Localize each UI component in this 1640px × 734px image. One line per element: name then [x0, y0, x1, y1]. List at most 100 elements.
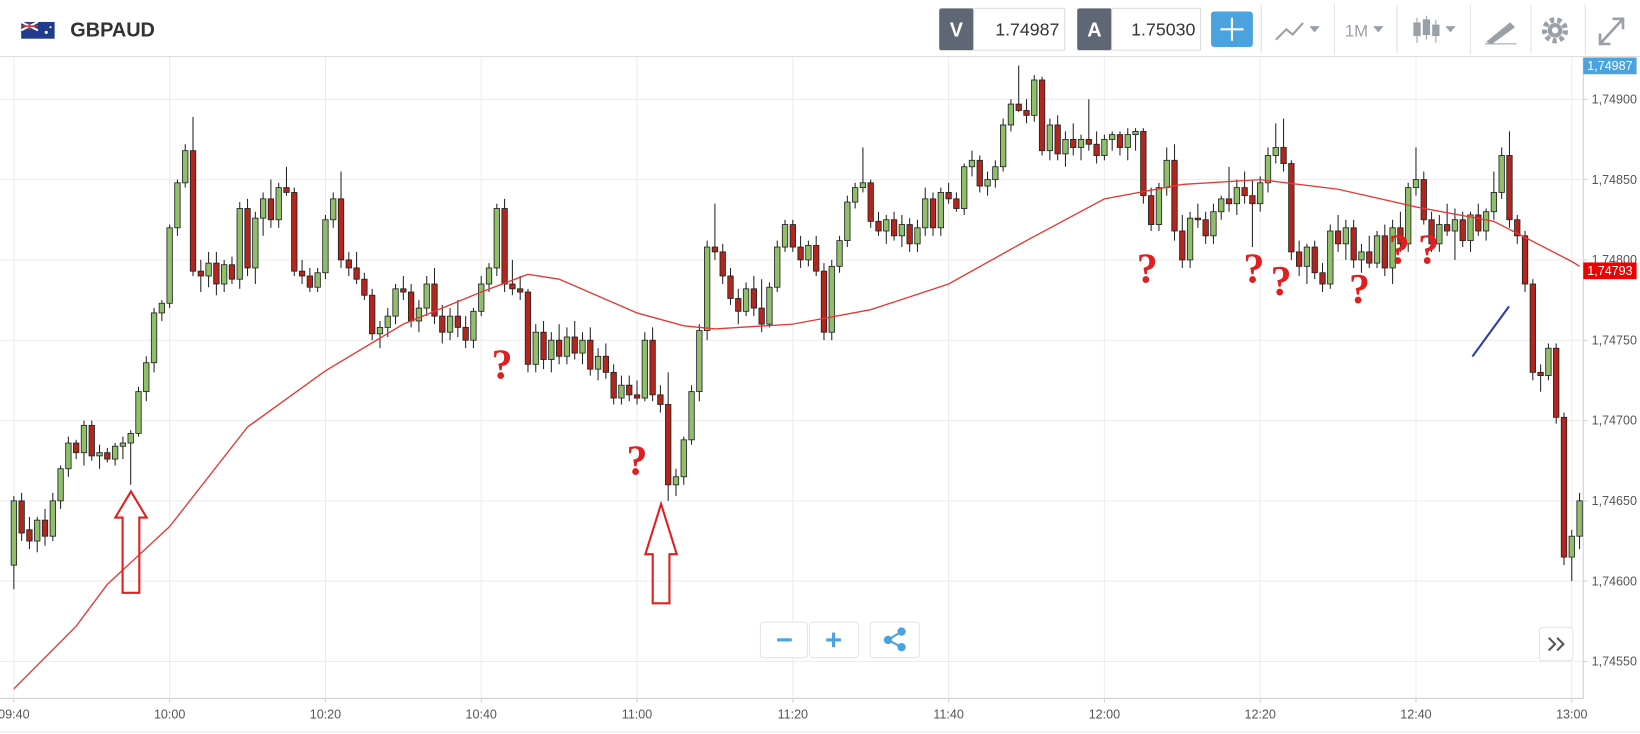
candle-body [1218, 198, 1225, 213]
candle-body [1568, 535, 1575, 558]
candle-body [1350, 227, 1357, 261]
candle-body [205, 262, 212, 277]
candle-body [330, 198, 337, 221]
candle-body [1264, 155, 1272, 184]
sell-label: V [950, 20, 964, 42]
candle-body [844, 201, 851, 242]
candle-body [174, 182, 181, 229]
candle-body [26, 529, 33, 542]
annotation: ? [1243, 246, 1264, 292]
candle-body [672, 476, 680, 486]
candle-body [1179, 230, 1186, 261]
candle-body [306, 275, 313, 288]
candle-body [1202, 219, 1209, 237]
y-tick-label: 1,74750 [1592, 333, 1637, 347]
candle-body [400, 288, 407, 293]
x-tick-label: 12:20 [1245, 707, 1276, 721]
crosshair-icon [1220, 17, 1244, 41]
bid-marker-label: 1,74987 [1587, 59, 1632, 73]
x-tick-label: 11:00 [622, 707, 652, 721]
chart-type-button[interactable] [1413, 15, 1456, 43]
draw-tool-button[interactable] [1484, 22, 1517, 45]
candle-body [1054, 124, 1061, 155]
candle-body [711, 246, 719, 253]
candle-body [1428, 219, 1435, 245]
y-tick-label: 1,74650 [1592, 494, 1637, 508]
candle-body [1272, 147, 1279, 156]
candle-body [524, 291, 532, 365]
sell-button[interactable] [939, 8, 974, 51]
flag [20, 21, 55, 39]
buy-button[interactable] [1077, 8, 1112, 51]
candle-body [1389, 227, 1396, 269]
y-tick-label: 1,74700 [1592, 414, 1637, 428]
last-marker-label: 1,74793 [1587, 264, 1632, 278]
candle-body [189, 150, 197, 272]
x-tick-label: 13:00 [1556, 707, 1587, 721]
candle-body [750, 288, 758, 309]
candle-body [353, 267, 360, 280]
candle-body [883, 219, 890, 232]
share-button[interactable] [869, 621, 920, 659]
x-tick-label: 11:40 [933, 707, 963, 721]
indicators-button[interactable] [1275, 22, 1320, 41]
candle-body [548, 339, 555, 360]
candle-body [1514, 219, 1521, 237]
annotation: ? [1137, 246, 1158, 292]
candle-body [361, 278, 368, 296]
candle-body [1249, 195, 1256, 205]
buy-price: 1.75030 [1131, 20, 1195, 40]
candle-body [485, 267, 493, 285]
candle-body [820, 270, 828, 333]
candle-body [337, 198, 345, 261]
candle-body [415, 307, 423, 322]
candle-body [1529, 283, 1536, 373]
candle-body [1296, 251, 1303, 267]
candle-body [626, 384, 633, 396]
candle-body [688, 391, 695, 441]
candle-body [875, 220, 882, 232]
candle-body [1420, 179, 1427, 221]
candle-body [1046, 124, 1054, 152]
candle-body [1553, 347, 1560, 418]
candle-body [1085, 139, 1092, 145]
candle-body [119, 442, 127, 447]
buy-price-box[interactable] [1111, 7, 1202, 51]
candle-body [1186, 217, 1194, 261]
candle-body [906, 224, 913, 245]
candle-body [727, 275, 734, 299]
candle-body [1451, 219, 1459, 232]
candle-body [314, 272, 321, 288]
candle-body [649, 339, 656, 396]
candle-body [867, 182, 874, 222]
candle-body [1381, 235, 1388, 269]
sell-price-box[interactable] [973, 7, 1066, 51]
candle-body [252, 217, 259, 269]
annotation: ? [1389, 227, 1410, 273]
candle-body [1023, 110, 1030, 116]
candle-body [34, 519, 41, 542]
candle-body [1007, 103, 1015, 126]
zoom-controls [759, 621, 920, 659]
candle-body [1342, 227, 1350, 245]
candle-body [1397, 227, 1404, 245]
candle-body [922, 198, 929, 229]
candle-body [493, 208, 500, 269]
fullscreen-button[interactable] [1598, 17, 1625, 46]
timeframe[interactable]: 1M [1345, 22, 1368, 41]
candle-body [1405, 187, 1412, 245]
candle-body [135, 391, 142, 434]
candle-body [407, 291, 415, 322]
candle-body [1444, 224, 1451, 232]
candle-body [1436, 224, 1443, 245]
scroll-end-icon [1548, 637, 1565, 652]
settings-button[interactable] [1541, 17, 1569, 44]
candle-body [1459, 219, 1466, 242]
candle-body [501, 208, 508, 285]
candle-body [158, 302, 165, 314]
y-tick-label: 1,74850 [1592, 173, 1637, 187]
share-icon [883, 627, 906, 652]
candle-body [182, 150, 189, 184]
